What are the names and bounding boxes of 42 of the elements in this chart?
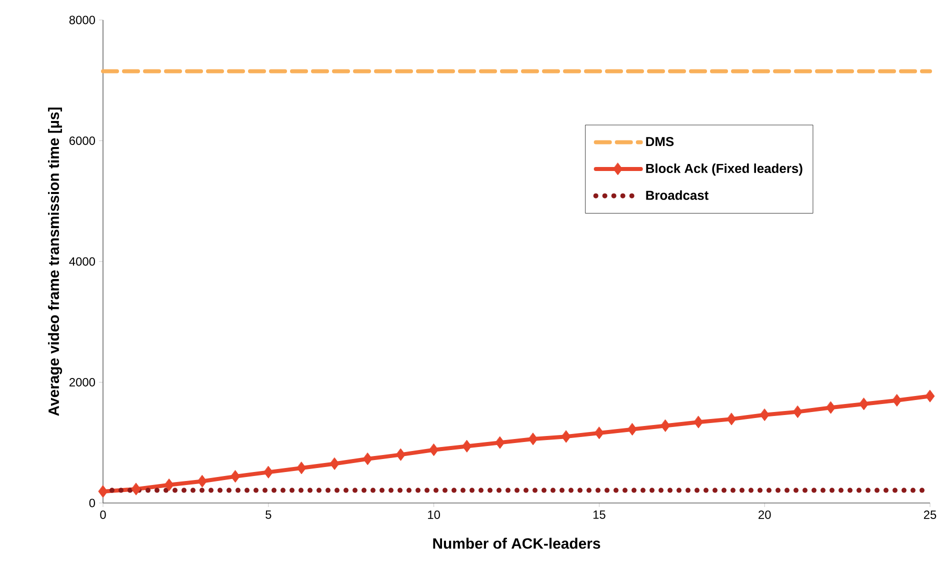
x-tick-label: 20 [758,510,771,519]
x-tick-label: 10 [428,510,440,519]
point [264,466,274,478]
point [495,436,505,449]
y-tick-label: 8000 [69,16,96,24]
point [296,462,306,474]
point [198,475,207,488]
point [396,448,406,461]
point [462,440,472,452]
legend-label: Broadcast [646,190,709,200]
y-tick-label: 4000 [69,257,96,266]
point [230,470,240,483]
point [660,419,670,432]
point [925,390,935,402]
y-axis-title: Average video frame transmission time [µs] [48,108,62,416]
point [826,401,836,414]
point [594,426,604,440]
point [694,416,704,428]
legend-label: DMS [646,136,674,146]
point [98,485,108,498]
x-axis-title: Number of ACK-leaders [433,538,600,549]
y-tick-label: 6000 [70,136,96,145]
point [859,398,869,410]
point [131,482,141,496]
point [330,457,340,470]
x-tick-label: 5 [266,510,272,519]
point [429,444,439,456]
y-tick-label: 2000 [69,378,96,386]
point [628,423,638,436]
point [164,478,174,492]
point [528,432,538,446]
y-tick-label: 0 [89,498,96,508]
point [892,394,902,407]
x-tick-label: 25 [924,510,936,519]
point [760,408,770,422]
point [561,430,571,443]
point [792,406,802,418]
x-tick-label: 15 [593,510,606,519]
x-tick-label: 0 [100,510,106,519]
point [726,412,736,426]
legend-label: Block Ack (Fixed leaders) [646,164,802,176]
point [362,452,372,466]
